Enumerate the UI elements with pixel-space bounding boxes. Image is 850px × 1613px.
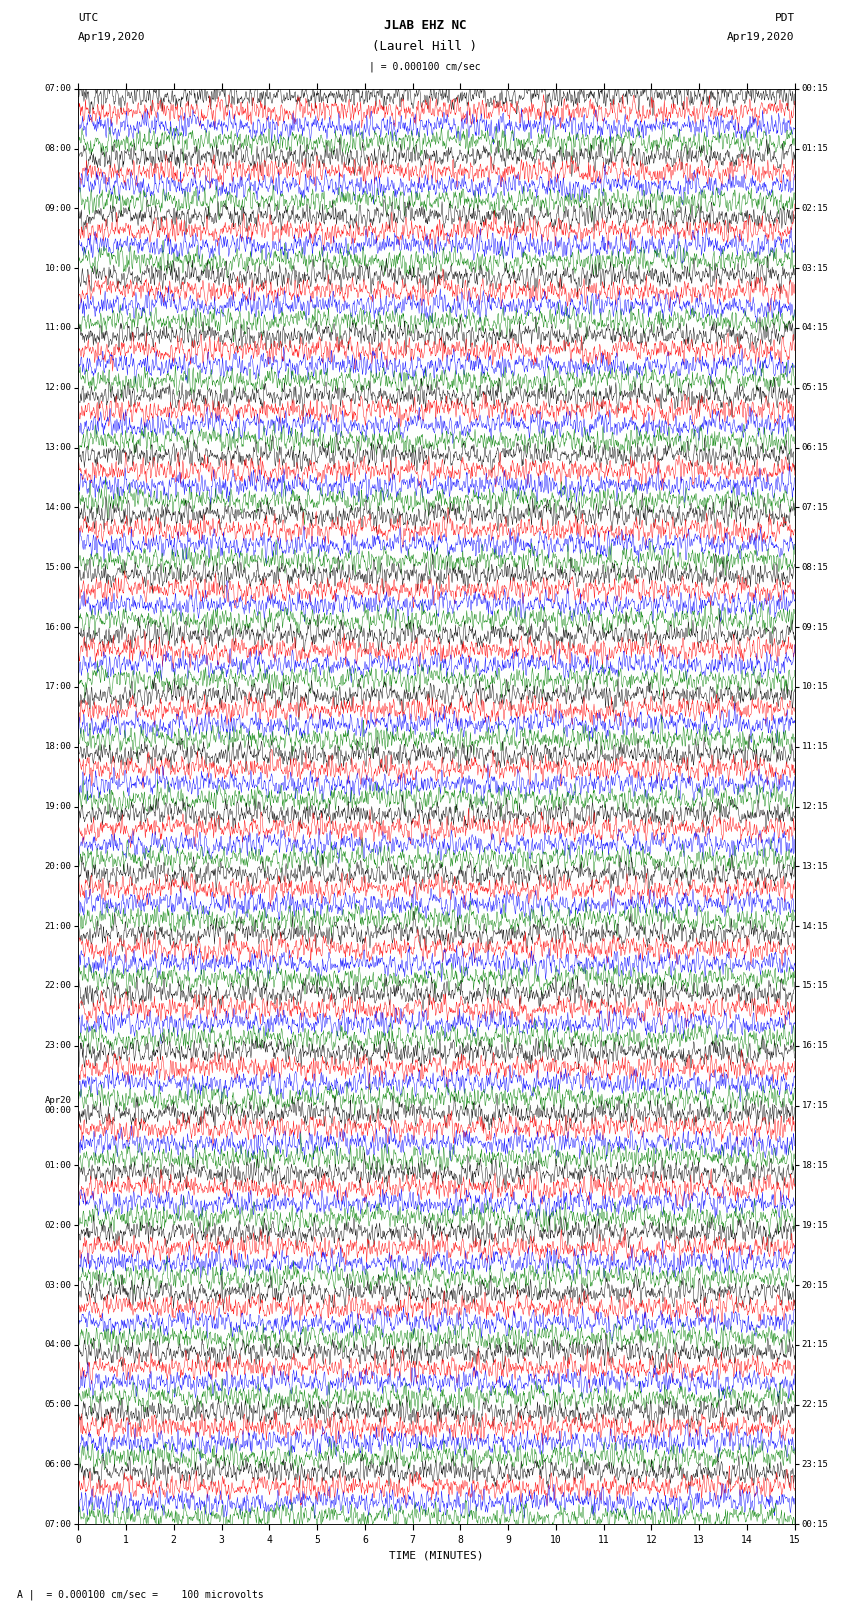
X-axis label: TIME (MINUTES): TIME (MINUTES) — [389, 1550, 484, 1560]
Text: | = 0.000100 cm/sec: | = 0.000100 cm/sec — [369, 61, 481, 73]
Text: A |  = 0.000100 cm/sec =    100 microvolts: A | = 0.000100 cm/sec = 100 microvolts — [17, 1589, 264, 1600]
Text: (Laurel Hill ): (Laurel Hill ) — [372, 40, 478, 53]
Text: Apr19,2020: Apr19,2020 — [78, 32, 145, 42]
Text: UTC: UTC — [78, 13, 99, 23]
Text: JLAB EHZ NC: JLAB EHZ NC — [383, 19, 467, 32]
Text: PDT: PDT — [774, 13, 795, 23]
Text: Apr19,2020: Apr19,2020 — [728, 32, 795, 42]
